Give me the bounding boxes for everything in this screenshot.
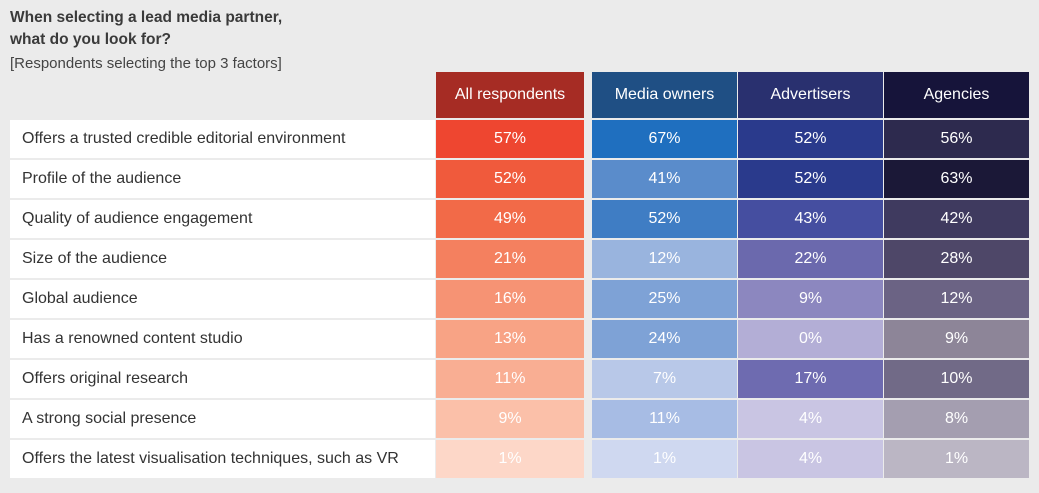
column-header-all-respondents: All respondents [436, 72, 584, 118]
value-cell: 4% [738, 440, 883, 478]
chart-title: When selecting a lead media partner, wha… [10, 7, 282, 51]
value-cell: 56% [884, 120, 1029, 158]
row-label: Has a renowned content studio [10, 320, 435, 358]
value-cell: 52% [738, 120, 883, 158]
value-cell: 9% [884, 320, 1029, 358]
row-label: Global audience [10, 280, 435, 318]
title-line-1: When selecting a lead media partner, [10, 9, 283, 26]
row-label: Size of the audience [10, 240, 435, 278]
value-cell: 1% [592, 440, 737, 478]
value-cell: 25% [592, 280, 737, 318]
value-cell: 28% [884, 240, 1029, 278]
value-cell: 52% [436, 160, 584, 198]
value-cell: 7% [592, 360, 737, 398]
value-cell: 17% [738, 360, 883, 398]
column-header-advertisers: Advertisers [738, 72, 883, 118]
value-cell: 11% [592, 400, 737, 438]
value-cell: 4% [738, 400, 883, 438]
row-label: Profile of the audience [10, 160, 435, 198]
column-header-media-owners: Media owners [592, 72, 737, 118]
value-cell: 9% [436, 400, 584, 438]
value-cell: 13% [436, 320, 584, 358]
value-cell: 52% [738, 160, 883, 198]
value-cell: 57% [436, 120, 584, 158]
value-cell: 41% [592, 160, 737, 198]
row-label: A strong social presence [10, 400, 435, 438]
row-label: Offers the latest visualisation techniqu… [10, 440, 435, 478]
row-label: Offers a trusted credible editorial envi… [10, 120, 435, 158]
value-cell: 9% [738, 280, 883, 318]
value-cell: 63% [884, 160, 1029, 198]
value-cell: 24% [592, 320, 737, 358]
value-cell: 12% [592, 240, 737, 278]
value-cell: 43% [738, 200, 883, 238]
value-cell: 16% [436, 280, 584, 318]
value-cell: 52% [592, 200, 737, 238]
value-cell: 21% [436, 240, 584, 278]
value-cell: 42% [884, 200, 1029, 238]
value-cell: 67% [592, 120, 737, 158]
column-header-agencies: Agencies [884, 72, 1029, 118]
value-cell: 22% [738, 240, 883, 278]
value-cell: 10% [884, 360, 1029, 398]
chart-subtitle: [Respondents selecting the top 3 factors… [10, 55, 282, 72]
value-cell: 11% [436, 360, 584, 398]
value-cell: 0% [738, 320, 883, 358]
value-cell: 8% [884, 400, 1029, 438]
value-cell: 12% [884, 280, 1029, 318]
row-label: Quality of audience engagement [10, 200, 435, 238]
value-cell: 1% [884, 440, 1029, 478]
value-cell: 1% [436, 440, 584, 478]
value-cell: 49% [436, 200, 584, 238]
title-line-2: what do you look for? [10, 31, 172, 48]
row-label: Offers original research [10, 360, 435, 398]
